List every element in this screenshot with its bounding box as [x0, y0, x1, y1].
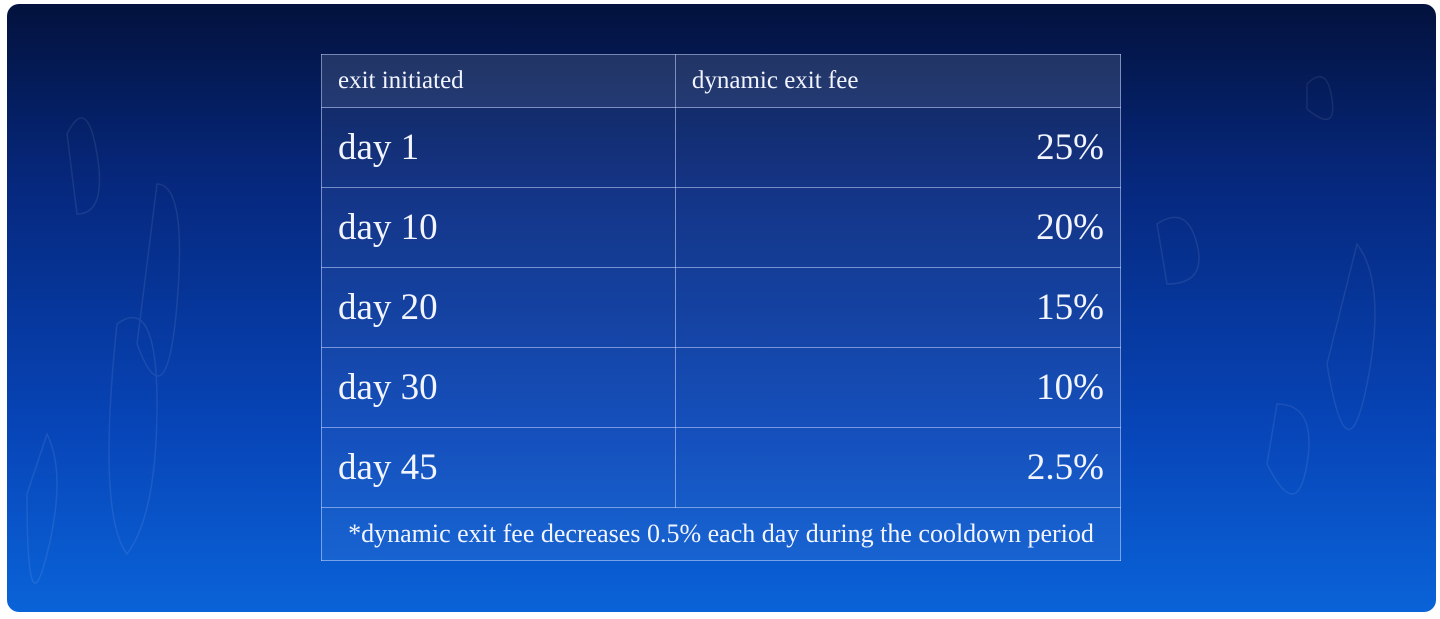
fee-cell: 25%: [674, 107, 1122, 188]
table-header-row: exit initiated dynamic exit fee: [321, 54, 1122, 108]
day-cell: day 1: [321, 107, 676, 188]
footnote: *dynamic exit fee decreases 0.5% each da…: [321, 507, 1121, 561]
table-row: day 1 25%: [321, 107, 1122, 188]
day-cell: day 45: [321, 427, 676, 508]
day-cell: day 30: [321, 347, 676, 428]
fee-card: exit initiated dynamic exit fee day 1 25…: [7, 4, 1436, 612]
table-row: day 45 2.5%: [321, 427, 1122, 508]
day-cell: day 10: [321, 187, 676, 268]
header-exit-initiated: exit initiated: [321, 54, 676, 108]
fee-cell: 2.5%: [674, 427, 1122, 508]
table-row: day 10 20%: [321, 187, 1122, 268]
background-pattern: [26, 75, 1376, 584]
fee-cell: 10%: [674, 347, 1122, 428]
table-row: day 30 10%: [321, 347, 1122, 428]
exit-fee-table: exit initiated dynamic exit fee day 1 25…: [321, 54, 1122, 561]
day-cell: day 20: [321, 267, 676, 348]
table-row: day 20 15%: [321, 267, 1122, 348]
header-dynamic-exit-fee: dynamic exit fee: [674, 54, 1122, 108]
footnote-row: *dynamic exit fee decreases 0.5% each da…: [321, 507, 1121, 561]
fee-cell: 15%: [674, 267, 1122, 348]
fee-cell: 20%: [674, 187, 1122, 268]
